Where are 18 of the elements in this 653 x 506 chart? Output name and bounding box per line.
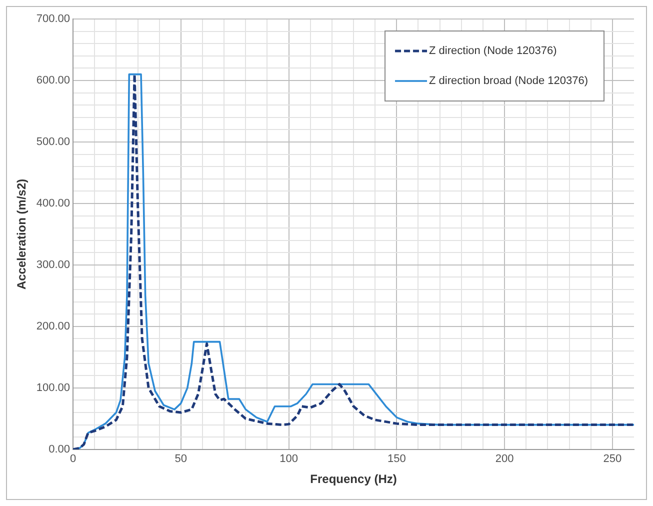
- x-tick-label: 250: [603, 453, 622, 466]
- legend-label: Z direction (Node 120376): [429, 45, 557, 58]
- x-tick-label: 200: [495, 453, 514, 466]
- x-axis-title: Frequency (Hz): [310, 472, 397, 486]
- x-tick-label: 50: [174, 453, 188, 466]
- y-tick-label: 300.00: [36, 258, 70, 271]
- y-axis-title: Acceleration (m/s2): [14, 178, 29, 290]
- x-tick-label: 150: [387, 453, 406, 466]
- x-tick-label: 0: [70, 453, 76, 466]
- y-tick-label: 700.00: [36, 13, 70, 26]
- y-tick-label: 0.00: [48, 443, 70, 456]
- y-tick-label: 400.00: [36, 197, 70, 210]
- x-tick-label: 100: [280, 453, 298, 466]
- y-tick-label: 500.00: [36, 136, 70, 148]
- y-tick-label: 100.00: [36, 382, 70, 394]
- y-tick-label: 200.00: [36, 320, 70, 332]
- legend-label: Z direction broad (Node 120376): [429, 75, 588, 88]
- y-tick-label: 600.00: [36, 74, 70, 87]
